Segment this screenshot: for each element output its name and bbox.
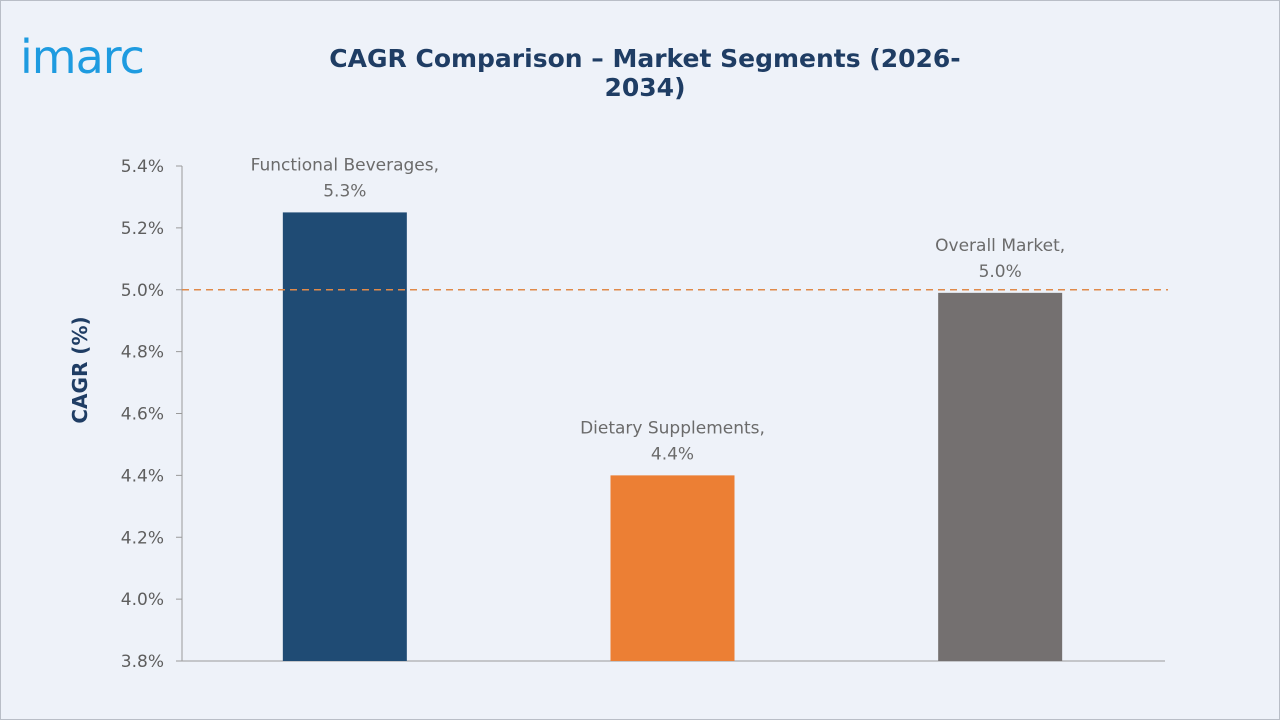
data-label: Overall Market, bbox=[935, 236, 1065, 256]
data-label: Dietary Supplements, bbox=[580, 418, 765, 438]
imarc-logo: imarc bbox=[20, 30, 145, 84]
bar bbox=[938, 292, 1063, 661]
y-tick-label: 4.6% bbox=[121, 405, 164, 425]
bar bbox=[610, 475, 735, 661]
data-label: 5.0% bbox=[979, 262, 1022, 282]
data-label: Functional Beverages, bbox=[251, 155, 439, 175]
y-tick-label: 4.4% bbox=[121, 466, 164, 486]
y-tick-label: 4.8% bbox=[121, 343, 164, 363]
y-tick-label: 4.0% bbox=[121, 590, 164, 610]
chart-title: CAGR Comparison – Market Segments (2026-… bbox=[329, 44, 961, 102]
data-label: 4.4% bbox=[651, 444, 694, 464]
y-tick-label: 3.8% bbox=[121, 652, 164, 672]
y-tick-label: 5.4% bbox=[121, 157, 164, 177]
y-tick-label: 5.2% bbox=[121, 219, 164, 239]
y-tick-label: 4.2% bbox=[121, 528, 164, 548]
data-label: 5.3% bbox=[323, 181, 366, 201]
y-tick-label: 5.0% bbox=[121, 281, 164, 301]
bar bbox=[282, 212, 407, 661]
